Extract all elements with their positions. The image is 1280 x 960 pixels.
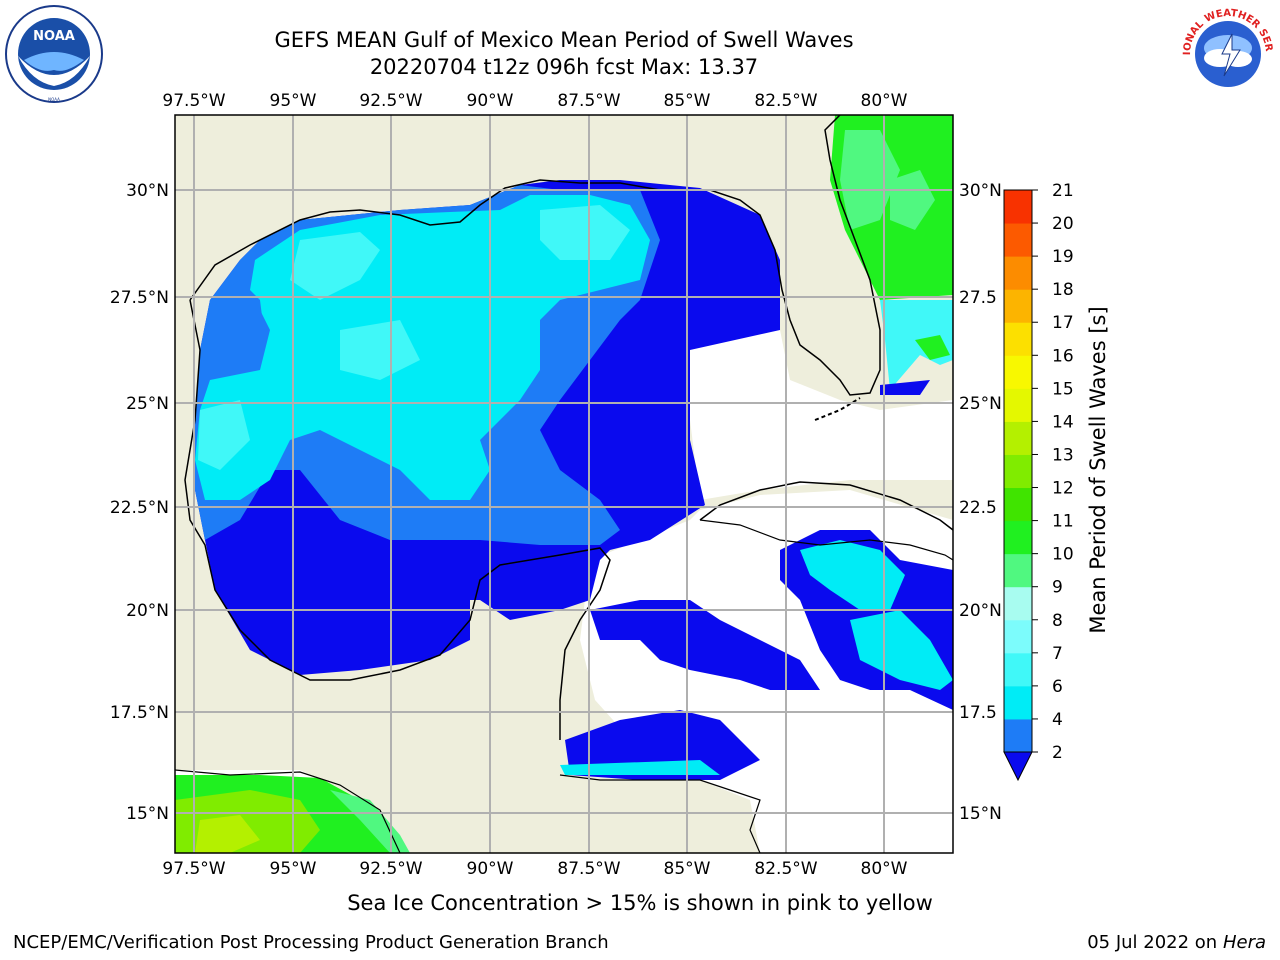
colorbar-label: Mean Period of Swell Waves [s] [1086,306,1110,633]
colorbar-tick-label: 21 [1052,181,1074,201]
colorbar-band [1004,421,1032,455]
lon-label-top: 85°W [664,91,711,111]
colorbar-tick-label: 4 [1052,710,1063,730]
colorbar-tick-label: 8 [1052,611,1063,631]
lat-label-right: 22.5 [959,498,997,518]
nws-logo: NATIONAL WEATHER SERVICE [1178,4,1275,101]
lon-label-top: 80°W [861,91,908,111]
mexico-coastline [184,299,611,740]
cuba-coastline [699,481,953,531]
lat-label-right: 17.5 [959,703,997,723]
map-frame [174,114,954,854]
colorbar-band [1004,355,1032,389]
lon-label-bottom: 82.5°W [754,859,817,879]
colorbar-band [1004,487,1032,522]
us-coastline [189,115,881,396]
colorbar-band [1004,586,1032,621]
footer-date: 05 Jul 2022 on Hera [1087,932,1266,953]
colorbar-tick-label: 17 [1052,313,1074,333]
colorbar-tick-label: 2 [1052,743,1063,763]
colorbar-tick-label: 6 [1052,677,1063,697]
colorbar-under-arrow [1003,751,1033,782]
colorbar-tick-label: 7 [1052,644,1063,664]
footer-host: Hera [1222,932,1266,953]
lon-label-bottom: 97.5°W [162,859,225,879]
colorbar-tick-label: 12 [1052,479,1074,499]
colorbar-tick-label: 13 [1052,445,1074,465]
footer-branch: NCEP/EMC/Verification Post Processing Pr… [13,932,609,953]
lat-label-left: 20°N [126,601,169,621]
lon-label-top: 87.5°W [557,91,620,111]
lat-label-left: 17.5°N [110,703,169,723]
lat-label-left: 15°N [126,804,169,824]
lat-label-right: 27.5 [959,288,997,308]
colorbar-tick-label: 14 [1052,412,1074,432]
lon-label-bottom: 95°W [270,859,317,879]
colorbar-band [1004,553,1032,588]
noaa-logo: NOAA NOAA [5,5,103,103]
colorbar-tick-label: 11 [1052,512,1074,532]
graticule [175,115,953,853]
colorbar-tick-label: 16 [1052,346,1074,366]
colorbar-band [1004,520,1032,555]
colorbar-tick-label: 18 [1052,280,1074,300]
lon-label-bottom: 80°W [861,859,908,879]
lon-label-top: 82.5°W [754,91,817,111]
colorbar: 2 4 6 7 8 9 10 11 12 13 14 15 16 17 18 19 20 21 [1003,181,1074,782]
chart-subtitle: 20220704 t12z 096h fcst Max: 13.37 [369,55,759,79]
colorbar-tick-label: 20 [1052,214,1074,234]
footer-date-text: 05 Jul 2022 on [1087,932,1223,953]
colorbar-band [1004,454,1032,489]
colorbar-frame [1003,189,1033,753]
lat-label-left: 27.5°N [110,288,169,308]
lat-label-right: 25°N [959,394,1002,414]
chart-title: GEFS MEAN Gulf of Mexico Mean Period of … [274,28,854,52]
lon-label-bottom: 85°W [664,859,711,879]
lat-label-left: 25°N [126,394,169,414]
colorbar-band [1004,190,1032,224]
svg-text:NOAA: NOAA [48,97,60,102]
colorbar-band [1004,223,1032,257]
colorbar-tick-label: 9 [1052,578,1063,598]
colorbar-band [1004,322,1032,356]
colorbar-band [1004,256,1032,290]
lon-label-bottom: 92.5°W [359,859,422,879]
colorbar-band [1004,619,1032,654]
colorbar-band [1004,652,1032,687]
sea-ice-note: Sea Ice Concentration > 15% is shown in … [347,891,933,915]
colorbar-tick-label: 10 [1052,545,1074,565]
lon-label-top: 97.5°W [162,91,225,111]
colorbar-tick-label: 19 [1052,247,1074,267]
lat-label-left: 30°N [126,181,169,201]
lon-label-top: 92.5°W [359,91,422,111]
lat-label-right: 20°N [959,601,1002,621]
lon-label-top: 90°W [467,91,514,111]
colorbar-band [1004,388,1032,422]
lon-label-bottom: 90°W [467,859,514,879]
central-america-coastline [559,774,761,853]
noaa-logo-text: NOAA [33,29,75,44]
lon-label-bottom: 87.5°W [557,859,620,879]
colorbar-band [1004,685,1032,720]
lat-label-right: 15°N [959,804,1002,824]
lat-label-left: 22.5°N [110,498,169,518]
lat-label-right: 30°N [959,181,1002,201]
colorbar-band [1004,718,1032,753]
colorbar-band [1004,289,1032,323]
lon-label-top: 95°W [270,91,317,111]
colorbar-tick-label: 15 [1052,379,1074,399]
